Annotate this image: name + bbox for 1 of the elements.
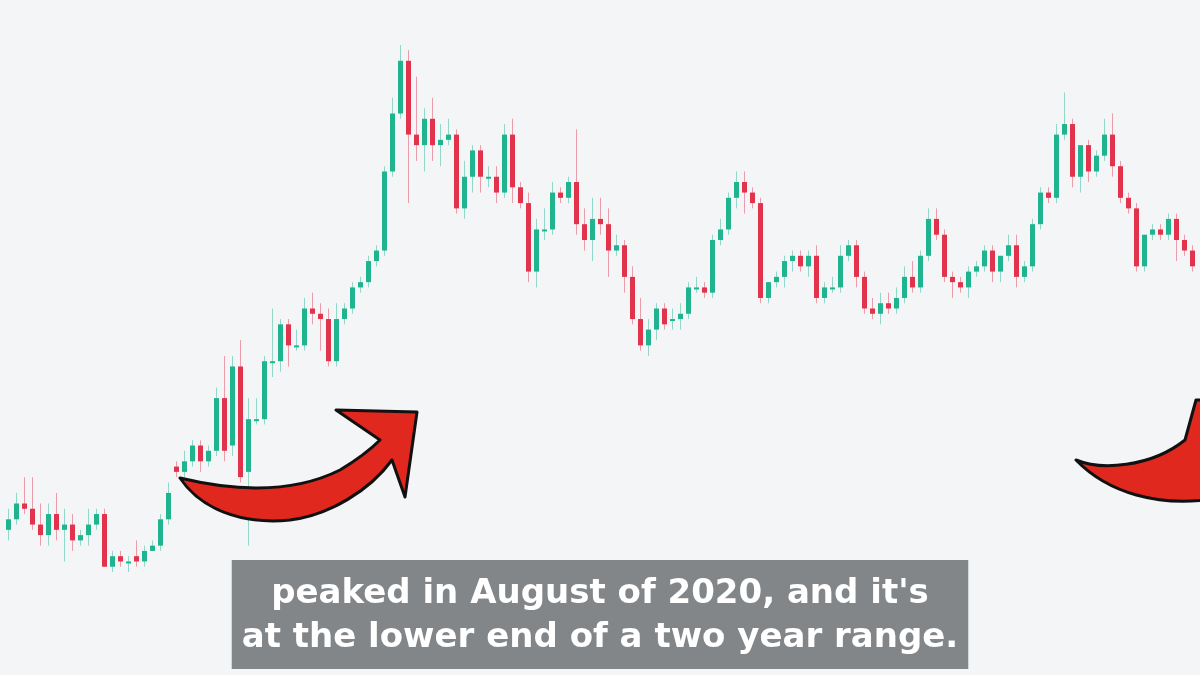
annotation: peaked in August of 2020, and it's at the lower end of a two year range. xyxy=(241,571,959,655)
